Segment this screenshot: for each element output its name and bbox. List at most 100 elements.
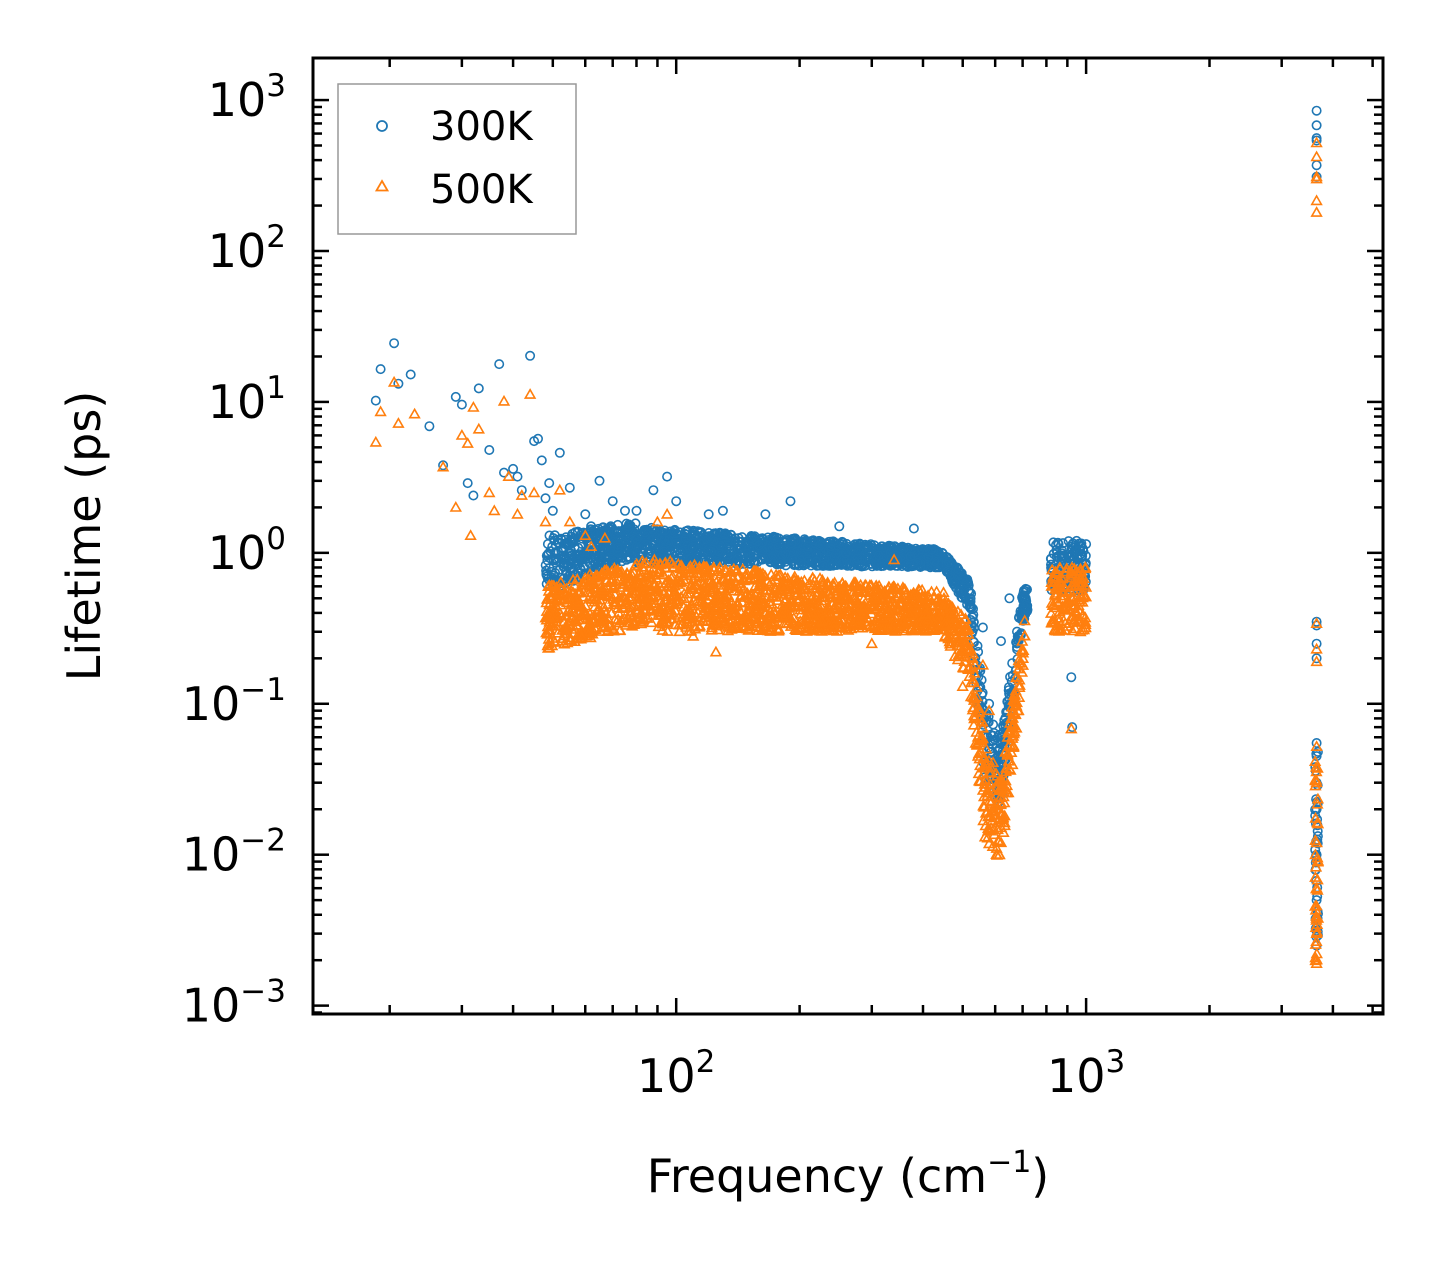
point-300k-band-3 (965, 593, 976, 604)
point-500k-band-1 (889, 615, 902, 627)
point-500k-band-5 (996, 811, 1010, 822)
point-500k-52 (1310, 836, 1323, 848)
point-500k-band-1 (749, 603, 762, 615)
point-300k-49 (1066, 672, 1077, 683)
point-300k-band-1 (644, 548, 655, 559)
point-300k-band-1 (733, 536, 744, 547)
point-500k-band-2 (944, 639, 957, 651)
point-500k-band-1 (925, 585, 938, 597)
point-300k-band-1 (873, 550, 884, 561)
point-500k-band-1 (842, 623, 855, 635)
point-300k-2 (389, 338, 400, 349)
point-500k-band-1 (785, 600, 799, 612)
point-500k-band-4 (988, 828, 1001, 840)
point-300k-47 (995, 636, 1006, 647)
point-500k-band-4 (990, 848, 1003, 859)
point-500k-band-3 (970, 738, 984, 750)
point-500k-6 (449, 500, 462, 512)
point-500k-band-1 (771, 587, 784, 599)
point-300k-band-1 (796, 550, 807, 561)
point-500k-band-1 (746, 619, 759, 631)
point-500k-band-1 (913, 592, 926, 604)
point-500k-band-2 (937, 618, 951, 630)
point-300k-59 (1311, 638, 1322, 649)
point-300k-band-2 (962, 574, 973, 585)
point-500k-band-1 (791, 594, 804, 606)
point-500k-band-4 (979, 806, 993, 818)
point-500k-band-1 (699, 611, 713, 623)
point-300k-band-1 (632, 533, 643, 544)
point-500k-11 (472, 422, 485, 434)
point-500k-band-1 (667, 588, 680, 600)
point-300k-band-1 (905, 551, 916, 562)
point-500k-band-1 (848, 593, 861, 605)
point-300k-band-1 (789, 560, 800, 571)
point-300k-band-1 (857, 561, 868, 572)
point-500k-band-1 (765, 568, 778, 580)
point-300k-band-5 (997, 720, 1008, 731)
point-500k-band-1 (659, 556, 672, 568)
point-500k-band-0 (581, 572, 594, 584)
point-300k-61 (1311, 737, 1322, 748)
point-300k-band-1 (869, 558, 880, 569)
point-300k-band-0 (559, 561, 570, 572)
point-500k-band-1 (691, 606, 705, 618)
point-500k-band-0 (635, 560, 649, 572)
point-300k-34 (662, 471, 673, 482)
point-500k-band-1 (898, 582, 912, 594)
point-500k-band-6 (1055, 571, 1068, 582)
point-500k-band-1 (754, 568, 767, 580)
point-300k-band-2 (954, 586, 965, 597)
point-500k-band-1 (868, 595, 881, 607)
point-300k-10 (468, 490, 479, 501)
point-500k-band-1 (846, 616, 859, 628)
point-500k-band-1 (736, 562, 749, 574)
point-300k-22 (540, 493, 551, 504)
point-500k-30 (736, 621, 749, 632)
point-300k-26 (564, 482, 575, 493)
point-500k-band-1 (672, 557, 685, 569)
point-500k-band-6 (1074, 614, 1087, 626)
point-500k-band-1 (678, 592, 691, 603)
point-300k-band-1 (650, 536, 661, 547)
point-300k-1 (375, 364, 386, 375)
point-500k-band-1 (760, 617, 774, 629)
point-500k-31 (793, 621, 806, 632)
point-500k-band-3 (971, 749, 985, 761)
point-300k-23 (544, 478, 555, 489)
point-500k-band-6 (1053, 623, 1066, 634)
point-500k-band-0 (608, 561, 621, 573)
point-500k-43 (1310, 170, 1323, 182)
point-500k-band-0 (546, 579, 560, 591)
point-500k-band-1 (885, 622, 899, 634)
point-500k-band-1 (738, 619, 752, 631)
point-500k-band-5 (1012, 704, 1025, 716)
point-500k-band-0 (643, 599, 656, 611)
point-500k-band-4 (987, 805, 1000, 817)
point-500k-band-7 (1310, 935, 1323, 946)
point-500k-16 (511, 507, 524, 519)
point-500k-band-1 (851, 595, 865, 607)
point-300k-16 (512, 471, 523, 482)
point-500k-band-5 (998, 819, 1011, 831)
point-500k-band-5 (1006, 758, 1019, 770)
point-500k-band-1 (919, 624, 932, 636)
point-300k-band-0 (565, 534, 576, 545)
point-300k-band-1 (800, 535, 811, 546)
point-500k-band-1 (777, 579, 790, 591)
point-300k-band-1 (803, 556, 814, 567)
point-500k-band-1 (734, 577, 747, 589)
point-500k-band-3 (975, 731, 988, 743)
point-500k-band-7 (1309, 938, 1322, 949)
point-500k-band-5 (1013, 679, 1026, 690)
point-300k-band-1 (719, 529, 730, 540)
point-500k-band-1 (734, 579, 747, 591)
point-500k-band-7 (1309, 860, 1323, 872)
point-500k-band-7 (1311, 792, 1325, 804)
point-500k-band-0 (605, 606, 618, 618)
point-300k-band-1 (746, 533, 757, 544)
point-500k-band-1 (689, 620, 702, 631)
point-500k-47 (1310, 617, 1323, 628)
legend-label-500k: 500K (430, 167, 534, 213)
point-500k-band-1 (743, 597, 757, 609)
